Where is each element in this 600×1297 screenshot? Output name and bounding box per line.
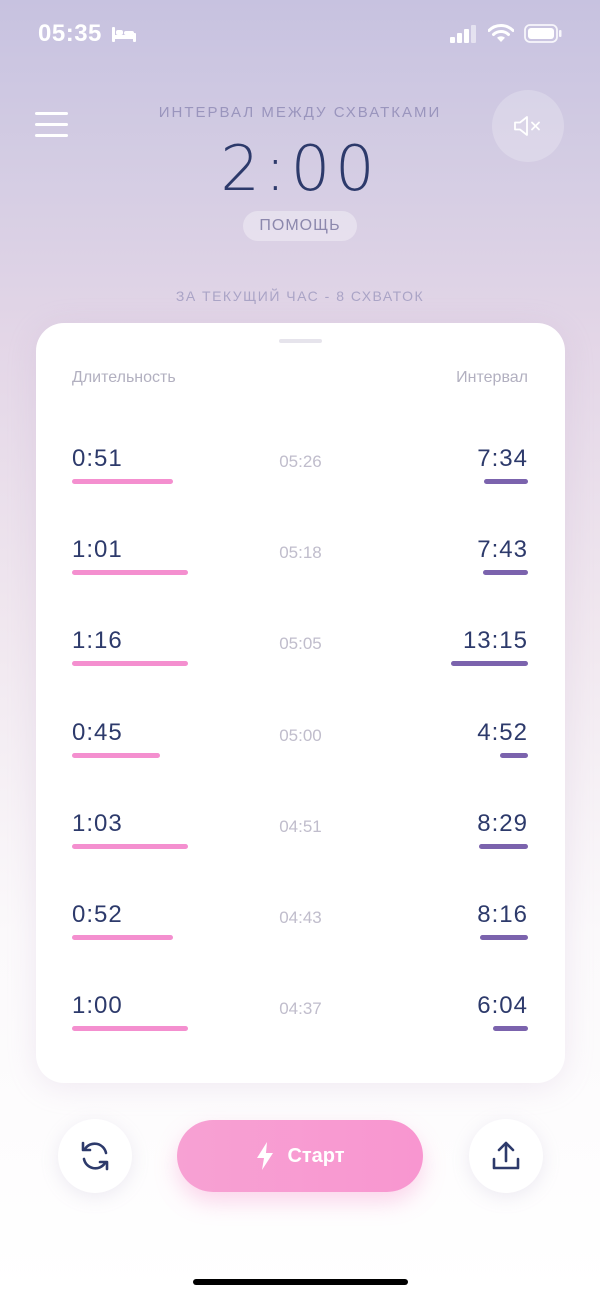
status-bar: 05:35 <box>0 0 600 64</box>
hour-summary: ЗА ТЕКУЩИЙ ЧАС - 8 СХВАТОК <box>175 288 425 304</box>
interval-bar <box>451 661 528 666</box>
table-row: 1:00 04:37 6:04 <box>36 992 565 1062</box>
interval-value-cell: 7:34 <box>477 445 528 472</box>
table-row: 1:03 04:51 8:29 <box>36 810 565 880</box>
status-time: 05:35 <box>38 20 102 47</box>
table-row: 0:52 04:43 8:16 <box>36 901 565 971</box>
interval-value-cell: 8:29 <box>477 810 528 837</box>
sheet-handle[interactable] <box>279 339 322 343</box>
contraction-time: 05:18 <box>279 543 322 562</box>
share-upload-icon <box>492 1141 520 1170</box>
duration-bar <box>72 661 188 666</box>
table-row: 1:01 05:18 7:43 <box>36 536 565 606</box>
interval-title: ИНТЕРВАЛ МЕЖДУ СХВАТКАМИ <box>158 104 442 121</box>
contraction-time: 05:26 <box>279 452 322 471</box>
duration-value: 1:01 <box>72 536 123 563</box>
table-row: 0:51 05:26 7:34 <box>36 445 565 515</box>
duration-bar <box>72 753 160 758</box>
contractions-sheet: Длительность Интервал 0:51 05:26 7:34 1:… <box>36 323 565 1083</box>
duration-value: 0:45 <box>72 719 123 746</box>
cellular-signal-icon <box>450 24 476 43</box>
interval-value-cell: 8:16 <box>477 901 528 928</box>
interval-value-cell: 7:43 <box>477 536 528 563</box>
menu-button[interactable] <box>35 112 68 138</box>
help-button[interactable]: ПОМОЩЬ <box>243 211 357 241</box>
duration-bar <box>72 1026 188 1031</box>
mute-button[interactable] <box>492 90 564 162</box>
interval-bar <box>480 935 528 940</box>
start-label: Старт <box>287 1144 345 1167</box>
contraction-time: 04:37 <box>279 999 322 1018</box>
start-button[interactable]: Старт <box>177 1120 423 1192</box>
duration-value: 1:16 <box>72 627 123 654</box>
duration-bar <box>72 479 173 484</box>
contraction-time: 04:43 <box>279 908 322 927</box>
home-indicator[interactable] <box>193 1279 408 1285</box>
interval-bar <box>500 753 528 758</box>
interval-value-cell: 6:04 <box>477 992 528 1019</box>
interval-bar <box>493 1026 528 1031</box>
table-row: 1:16 05:05 13:15 <box>36 627 565 697</box>
duration-value: 0:51 <box>72 445 123 472</box>
lightning-icon <box>257 1142 274 1170</box>
duration-bar <box>72 844 188 849</box>
refresh-icon <box>81 1141 109 1171</box>
interval-value-cell: 4:52 <box>477 719 528 746</box>
reset-button[interactable] <box>58 1119 132 1193</box>
sleep-mode-icon <box>112 27 136 42</box>
contraction-time: 05:00 <box>279 726 322 745</box>
contraction-time: 05:05 <box>279 634 322 653</box>
interval-value: 2:00 <box>220 132 380 205</box>
contraction-time: 04:51 <box>279 817 322 836</box>
share-button[interactable] <box>469 1119 543 1193</box>
duration-value: 1:03 <box>72 810 123 837</box>
interval-bar <box>483 570 528 575</box>
wifi-icon <box>488 24 514 42</box>
duration-value: 1:00 <box>72 992 123 1019</box>
column-header-duration: Длительность <box>72 369 176 386</box>
battery-icon <box>524 24 562 43</box>
duration-bar <box>72 935 173 940</box>
speaker-muted-icon <box>514 116 540 136</box>
interval-bar <box>484 479 528 484</box>
duration-bar <box>72 570 188 575</box>
interval-bar <box>479 844 528 849</box>
table-row: 0:45 05:00 4:52 <box>36 719 565 789</box>
interval-value-cell: 13:15 <box>462 627 528 654</box>
duration-value: 0:52 <box>72 901 123 928</box>
column-header-interval: Интервал <box>456 369 528 386</box>
